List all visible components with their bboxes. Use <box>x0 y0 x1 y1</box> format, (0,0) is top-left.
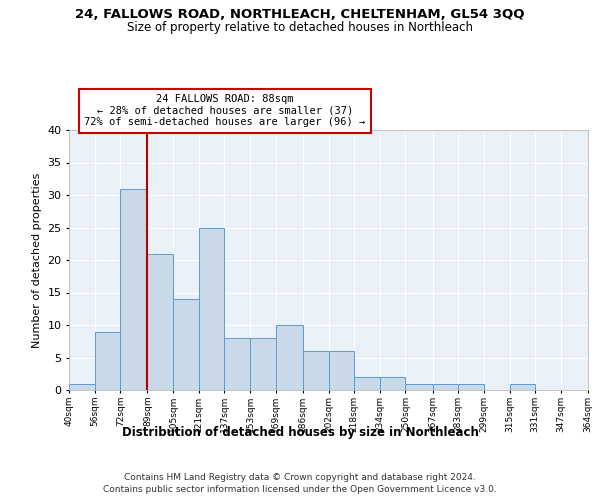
Bar <box>406 384 433 390</box>
Text: 24 FALLOWS ROAD: 88sqm
← 28% of detached houses are smaller (37)
72% of semi-det: 24 FALLOWS ROAD: 88sqm ← 28% of detached… <box>84 94 365 128</box>
Bar <box>224 338 250 390</box>
Bar <box>433 384 458 390</box>
Bar <box>588 384 600 390</box>
Text: Size of property relative to detached houses in Northleach: Size of property relative to detached ho… <box>127 21 473 34</box>
Y-axis label: Number of detached properties: Number of detached properties <box>32 172 41 348</box>
Bar <box>173 299 199 390</box>
Text: Distribution of detached houses by size in Northleach: Distribution of detached houses by size … <box>122 426 478 439</box>
Bar <box>199 228 224 390</box>
Bar <box>354 377 380 390</box>
Bar <box>95 332 120 390</box>
Bar <box>329 351 354 390</box>
Bar <box>148 254 173 390</box>
Bar <box>275 325 303 390</box>
Bar <box>458 384 484 390</box>
Bar <box>303 351 329 390</box>
Text: Contains HM Land Registry data © Crown copyright and database right 2024.: Contains HM Land Registry data © Crown c… <box>124 473 476 482</box>
Text: Contains public sector information licensed under the Open Government Licence v3: Contains public sector information licen… <box>103 486 497 494</box>
Bar <box>120 188 148 390</box>
Bar <box>509 384 535 390</box>
Bar <box>69 384 95 390</box>
Text: 24, FALLOWS ROAD, NORTHLEACH, CHELTENHAM, GL54 3QQ: 24, FALLOWS ROAD, NORTHLEACH, CHELTENHAM… <box>75 8 525 20</box>
Bar <box>250 338 275 390</box>
Bar <box>380 377 406 390</box>
